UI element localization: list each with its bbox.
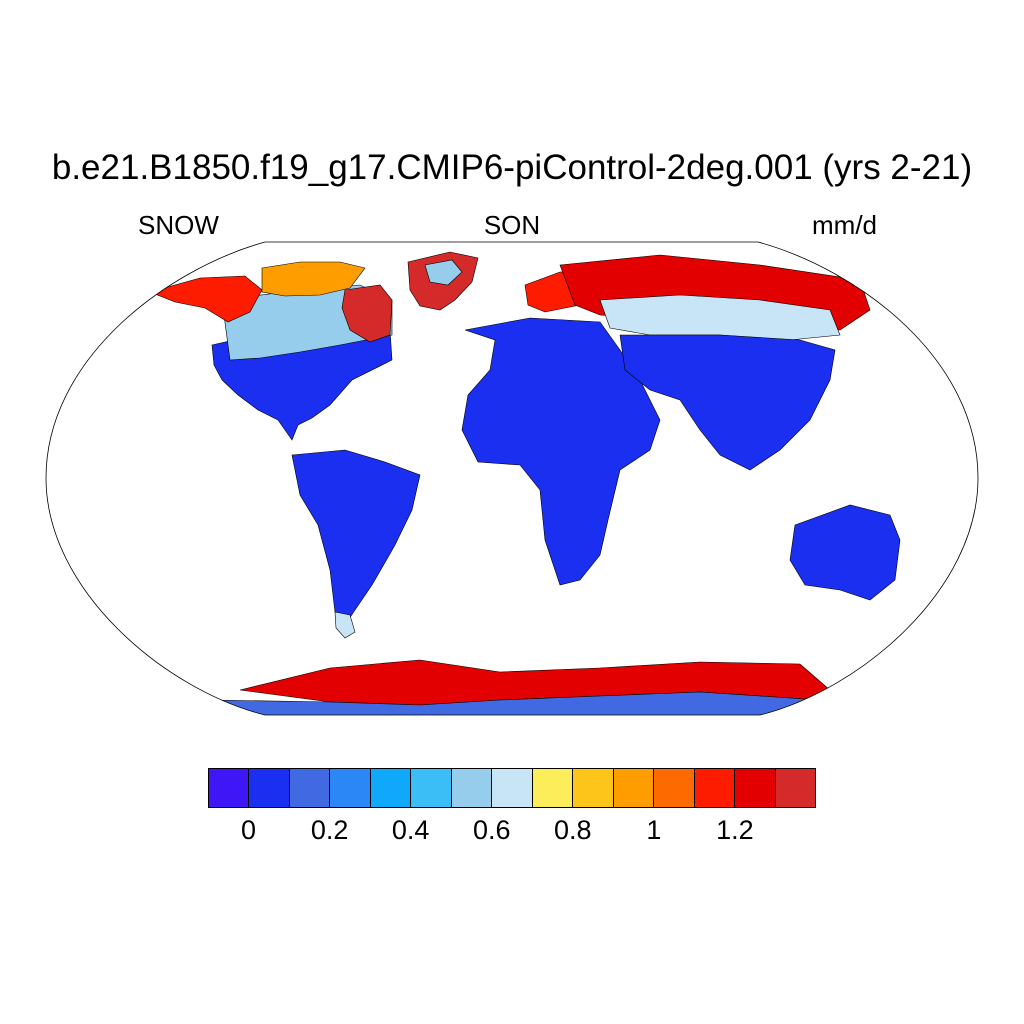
region-australia [789, 504, 901, 601]
colorbar-box [450, 768, 493, 808]
colorbar-box [491, 768, 533, 808]
colorbar-tick-label: 0.6 [472, 815, 511, 845]
colorbar-box [410, 768, 452, 808]
colorbar-box [329, 768, 371, 808]
region-south-america [291, 449, 421, 626]
colorbar-box [734, 768, 776, 808]
colorbar-tick-label: 0.4 [391, 815, 430, 845]
colorbar-tick-label: 1 [646, 815, 662, 845]
units-label: mm/d [812, 210, 877, 240]
region-antarctica-interior [199, 691, 841, 715]
colorbar-box [248, 768, 290, 808]
region-quebec-labrador [341, 284, 393, 343]
colorbar-box [369, 768, 412, 808]
colorbar-box [572, 768, 614, 808]
colorbar [208, 768, 817, 808]
region-canadian-arctic [261, 261, 366, 297]
variable-label: SNOW [138, 210, 219, 240]
colorbar-tick-label: 0 [241, 815, 257, 845]
region-alaska [149, 275, 263, 323]
colorbar-tick-label: 0.2 [310, 815, 349, 845]
region-southern-andes [334, 611, 356, 639]
colorbar-tick-label: 0.8 [554, 815, 592, 845]
region-greenland-interior [424, 259, 463, 286]
map-boundary [45, 241, 979, 716]
colorbar-box [774, 768, 817, 808]
region-siberia [599, 294, 841, 341]
colorbar-box [531, 768, 574, 808]
season-label: SON [483, 210, 541, 240]
colorbar-box [612, 768, 655, 808]
colorbar-box [208, 768, 250, 808]
colorbar-box [288, 768, 331, 808]
colorbar-box [693, 768, 736, 808]
colorbar-tick-label: 1.2 [716, 815, 754, 845]
colorbar-box [653, 768, 695, 808]
region-asia [619, 334, 836, 471]
plot-title: b.e21.B1850.f19_g17.CMIP6-piControl-2deg… [51, 148, 973, 187]
